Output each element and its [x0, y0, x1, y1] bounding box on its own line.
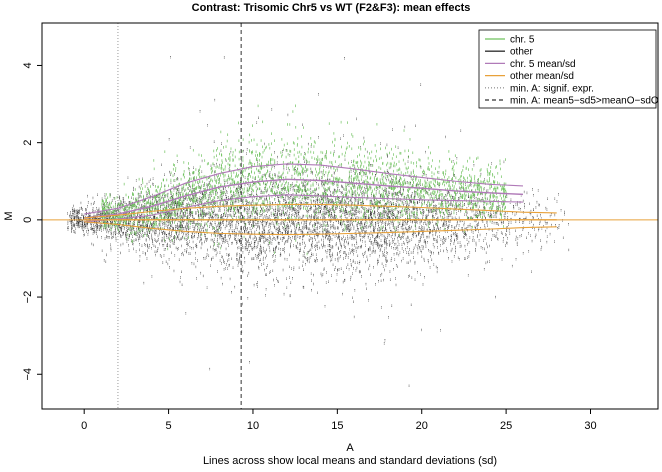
chart-svg: 051015202530 −4−2024 Contrast: Trisomic … — [0, 0, 662, 467]
chart: 051015202530 −4−2024 Contrast: Trisomic … — [0, 0, 662, 467]
